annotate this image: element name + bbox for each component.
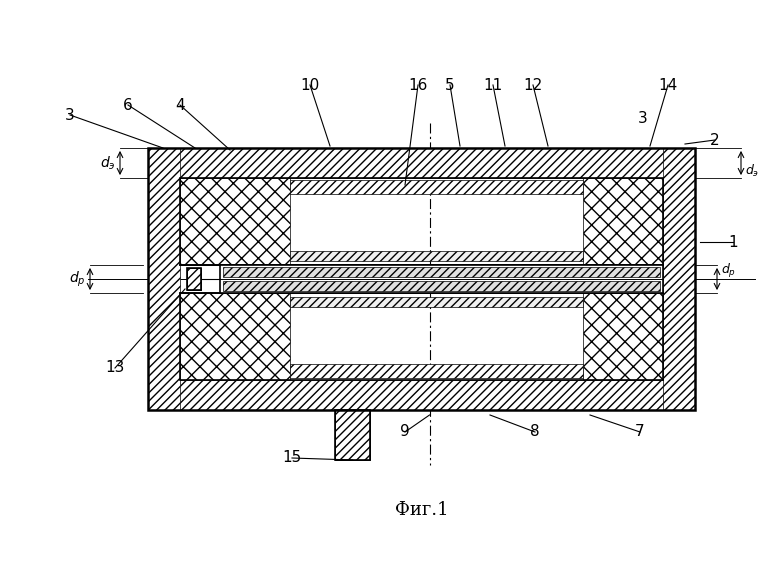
Bar (290, 297, 583, 307)
Bar (148, 148, 695, 178)
Bar (335, 410, 370, 460)
Bar (583, 293, 663, 380)
Text: 8: 8 (530, 425, 540, 439)
Text: 3: 3 (638, 111, 648, 126)
Text: $d_э$: $d_э$ (745, 163, 759, 179)
Bar (180, 293, 663, 380)
Text: 13: 13 (105, 361, 125, 375)
Text: 14: 14 (658, 77, 678, 93)
Bar (148, 380, 695, 410)
Text: 1: 1 (729, 234, 738, 250)
Text: 12: 12 (523, 77, 543, 93)
Text: 6: 6 (123, 98, 133, 113)
Text: 5: 5 (445, 77, 455, 93)
Text: $d_р$: $d_р$ (69, 269, 86, 289)
Bar (180, 293, 290, 380)
Text: $d_р$: $d_р$ (721, 262, 736, 280)
Text: 3: 3 (65, 108, 75, 122)
Bar (148, 148, 695, 410)
Text: 2: 2 (710, 132, 720, 148)
Bar (335, 410, 370, 460)
Bar (290, 251, 583, 261)
Bar (180, 178, 663, 265)
Bar (663, 148, 695, 410)
Bar (290, 180, 583, 194)
Text: 16: 16 (408, 77, 427, 93)
Text: 11: 11 (484, 77, 502, 93)
Bar (220, 265, 663, 293)
Text: 9: 9 (400, 425, 410, 439)
Bar (290, 364, 583, 378)
Bar (187, 268, 201, 290)
Bar (180, 178, 290, 265)
Bar (223, 267, 660, 277)
Text: $d_э$: $d_э$ (101, 154, 116, 172)
Text: 7: 7 (635, 425, 645, 439)
Bar (583, 178, 663, 265)
Bar (180, 178, 663, 380)
Text: Фиг.1: Фиг.1 (395, 501, 448, 519)
Text: 15: 15 (282, 450, 302, 466)
Text: 10: 10 (300, 77, 320, 93)
Bar (187, 268, 201, 290)
Bar (148, 148, 180, 410)
Bar (223, 281, 660, 291)
Text: 4: 4 (176, 98, 185, 113)
